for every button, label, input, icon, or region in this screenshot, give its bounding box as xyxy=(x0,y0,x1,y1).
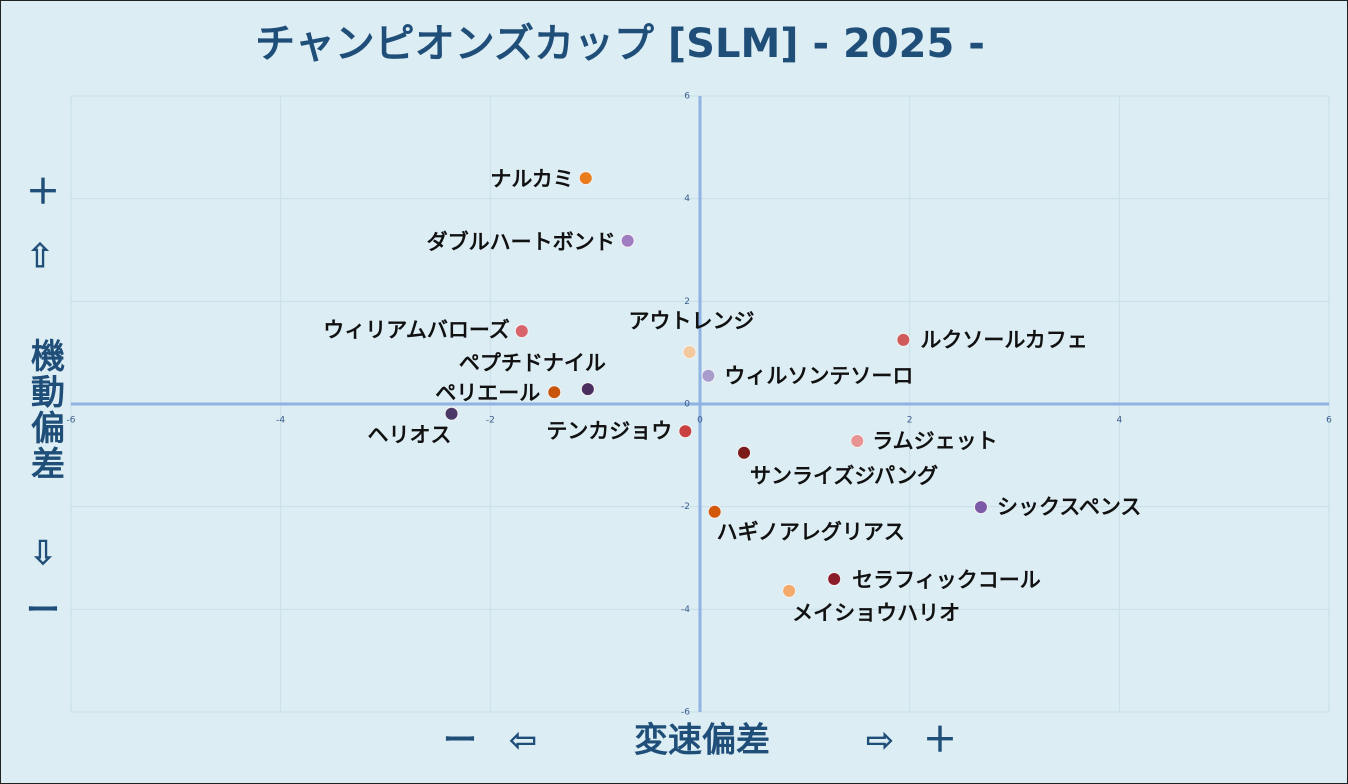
point-label: アウトレンジ xyxy=(629,309,755,333)
y-tick-label: 6 xyxy=(684,92,690,102)
point-label: ウィルソンテソーロ xyxy=(724,364,913,388)
point-label: ハギノアレグリアス xyxy=(717,520,905,544)
point xyxy=(682,345,697,360)
point xyxy=(580,382,595,397)
point-label: ウィリアムバローズ xyxy=(323,318,509,342)
point-label: シックスペンス xyxy=(997,495,1141,519)
point-label: ナルカミ xyxy=(490,167,573,191)
point xyxy=(737,445,752,460)
x-left: ⇦ xyxy=(509,721,538,761)
x-axis-title: 変速偏差 xyxy=(634,721,770,761)
point xyxy=(827,572,842,587)
point xyxy=(547,385,562,400)
point xyxy=(701,368,716,383)
y-tick-label: 2 xyxy=(684,297,690,307)
x-tick-label: -2 xyxy=(486,416,495,426)
point xyxy=(514,324,529,339)
y-tick-label: 0 xyxy=(684,400,690,410)
y-down: ⇩ xyxy=(29,534,58,574)
point-label: ヘリオス xyxy=(368,423,452,447)
point xyxy=(850,433,865,448)
point xyxy=(444,406,459,421)
point xyxy=(973,500,988,515)
y-plus: ＋ xyxy=(26,173,60,213)
point xyxy=(782,583,797,598)
x-tick-label: -6 xyxy=(67,416,76,426)
y-minus: ー xyxy=(26,591,60,631)
x-tick-label: -4 xyxy=(276,416,285,426)
x-tick-label: 4 xyxy=(1116,416,1122,426)
point-label: ルクソールカフェ xyxy=(920,328,1087,352)
point-label: ペプチドナイル xyxy=(459,351,606,375)
chart-title: チャンピオンズカップ [SLM] - 2025 - xyxy=(255,21,985,67)
point xyxy=(896,332,911,347)
point-label: ラムジェット xyxy=(872,429,997,453)
point-label: セラフィックコール xyxy=(852,568,1041,592)
point xyxy=(578,171,593,186)
x-tick-label: 6 xyxy=(1326,416,1332,426)
point xyxy=(678,424,693,439)
point xyxy=(707,504,722,519)
y-axis-title: 機動偏差 xyxy=(25,338,65,482)
x-tick-label: 2 xyxy=(907,416,913,426)
point-label: ダブルハートボンド xyxy=(427,230,616,254)
x-right: ⇨ xyxy=(866,721,895,761)
y-up: ⇧ xyxy=(26,237,55,277)
point-label: ペリエール xyxy=(435,381,540,405)
point-label: サンライズジパング xyxy=(750,464,938,488)
x-plus: ＋ xyxy=(923,721,957,761)
point-label: テンカジョウ xyxy=(546,419,672,443)
x-minus: ー xyxy=(443,721,477,761)
y-tick-label: -6 xyxy=(681,708,690,718)
y-tick-label: 4 xyxy=(684,194,690,204)
x-tick-label: 0 xyxy=(697,416,703,426)
point xyxy=(620,233,635,248)
point-label: メイショウハリオ xyxy=(792,601,960,625)
plot-area: -6 -4 -2 0 2 4 6 -6 -4 -2 0 2 4 6 ナルカミダブルハートボンドウィリアムバロ… xyxy=(67,92,1333,718)
y-tick-label: -4 xyxy=(681,605,690,615)
y-tick-label: -2 xyxy=(681,502,690,512)
